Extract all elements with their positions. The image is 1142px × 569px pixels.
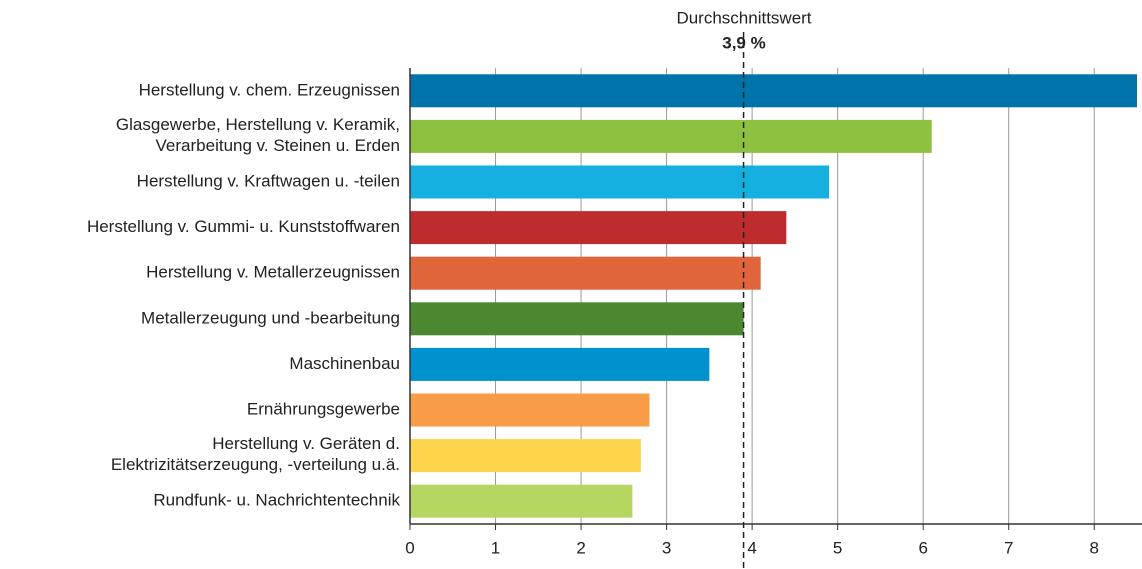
bar [410, 119, 932, 153]
x-tick-label: 8 [1090, 538, 1099, 557]
bar [410, 74, 1137, 108]
y-tick-label: Herstellung v. chem. Erzeugnissen [139, 80, 400, 99]
average-title: Durchschnittswert [676, 8, 811, 27]
bar [410, 484, 633, 518]
bar [410, 302, 744, 336]
y-tick-label: Maschinenbau [289, 354, 400, 373]
x-tick-label: 1 [491, 538, 500, 557]
x-tick-label: 0 [405, 538, 414, 557]
x-tick-label: 7 [1004, 538, 1013, 557]
y-tick-label: Herstellung v. Metallerzeugnissen [146, 263, 400, 282]
x-tick-label: 5 [833, 538, 842, 557]
y-tick-label: Ernährungsgewerbe [247, 399, 400, 418]
x-tick-label: 3 [662, 538, 671, 557]
x-tick-label: 4 [747, 538, 756, 557]
y-tick-label: Rundfunk- u. Nachrichtentechnik [153, 491, 400, 510]
bar [410, 439, 641, 473]
y-tick-label: Herstellung v. Kraftwagen u. -teilen [137, 171, 400, 190]
bar [410, 347, 710, 381]
bar [410, 211, 787, 245]
bar [410, 393, 650, 427]
y-tick-label: Herstellung v. Geräten d. Elektrizitätser… [111, 435, 400, 475]
bar [410, 256, 761, 290]
x-tick-label: 2 [576, 538, 585, 557]
y-tick-label: Metallerzeugung und -bearbeitung [141, 308, 400, 327]
y-tick-label: Glasgewerbe, Herstellung v. Keramik, Vera… [116, 115, 400, 155]
x-tick-label: 6 [918, 538, 927, 557]
y-tick-label: Herstellung v. Gummi- u. Kunststoffwaren [87, 217, 400, 236]
bar [410, 165, 830, 199]
